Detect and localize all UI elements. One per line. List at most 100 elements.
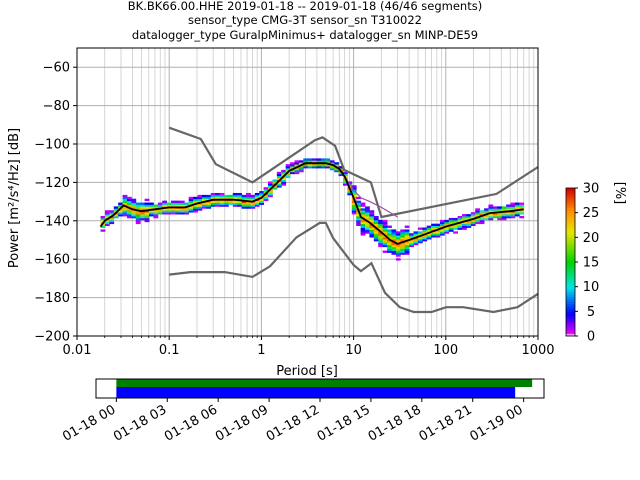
density-cell [144, 217, 150, 221]
density-cell [351, 206, 357, 209]
density-cell [378, 221, 384, 225]
density-cell [387, 244, 392, 248]
density-cell [431, 235, 436, 238]
density-cell [144, 216, 150, 219]
colorbar-segment [566, 301, 575, 305]
density-cell [307, 160, 313, 163]
density-cell [131, 198, 137, 202]
density-cell [417, 239, 423, 242]
density-cell [210, 204, 216, 207]
density-cell [365, 221, 370, 225]
density-cell [193, 196, 198, 200]
density-cell [360, 221, 366, 225]
density-cell [470, 221, 476, 225]
density-cell [228, 202, 234, 205]
density-cell [219, 194, 225, 198]
density-cell [241, 206, 247, 209]
density-cell [263, 187, 269, 190]
density-cell [453, 221, 458, 225]
density-cell [497, 214, 503, 217]
colorbar-segment [566, 276, 575, 280]
density-cell [391, 248, 397, 251]
colorbar-segment [566, 210, 575, 213]
density-cell [157, 210, 163, 213]
density-cell [294, 171, 300, 175]
density-cell [334, 162, 339, 165]
density-cell [435, 235, 441, 238]
density-cell [263, 196, 269, 200]
density-cell [417, 233, 423, 236]
density-cell [409, 242, 414, 246]
density-cell [118, 210, 123, 213]
density-cell [334, 164, 339, 167]
density-cell [378, 242, 384, 246]
density-cell [413, 240, 419, 244]
density-cell [285, 168, 291, 171]
density-cell [157, 202, 163, 205]
colorbar-segment [566, 259, 575, 263]
density-cell [382, 223, 388, 226]
density-cell [201, 198, 207, 202]
density-cell [122, 196, 128, 200]
colorbar-segment [566, 321, 575, 324]
density-cell [259, 191, 265, 194]
time-tick-label: 01-18 00 [60, 402, 118, 444]
density-cell [113, 214, 119, 217]
density-cell [514, 202, 520, 205]
density-cell [175, 212, 181, 215]
x-tick-label: 0.1 [159, 343, 180, 358]
density-cell [285, 173, 291, 177]
density-cell [135, 216, 141, 219]
density-cell [391, 252, 397, 255]
density-cell [356, 202, 362, 205]
density-cell [171, 202, 176, 205]
mode-curve-line [99, 162, 524, 245]
density-cell [228, 200, 234, 203]
density-cell [404, 250, 410, 253]
y-tick-label: −180 [34, 291, 70, 306]
colorbar-segment [566, 195, 575, 199]
density-cell [351, 194, 357, 198]
density-cell [409, 244, 414, 248]
density-cell [488, 217, 494, 221]
colorbar-segment [566, 200, 575, 204]
psd-coverage-bar [116, 387, 516, 398]
density-cell [215, 200, 220, 203]
density-cell [215, 192, 220, 196]
density-cell [351, 185, 357, 188]
density-cell [466, 223, 472, 226]
density-cell [492, 208, 498, 211]
density-cell [360, 214, 366, 217]
density-cell [197, 194, 203, 198]
colorbar-segment [566, 234, 575, 238]
density-cell [197, 204, 203, 207]
density-cell [206, 206, 212, 209]
density-cell [149, 202, 154, 205]
data-coverage-bar [116, 379, 533, 387]
density-cell [484, 208, 489, 211]
density-cell [373, 223, 379, 226]
density-cell [193, 210, 198, 213]
density-cell [365, 231, 370, 234]
density-cell [320, 158, 326, 161]
density-cell [453, 219, 458, 223]
density-cell [506, 212, 511, 215]
density-cell [184, 212, 190, 215]
density-cell [215, 204, 220, 207]
density-cell [404, 240, 410, 244]
colorbar-segment [566, 247, 575, 250]
density-cell [439, 229, 445, 232]
density-cell [382, 239, 388, 242]
density-cell [268, 181, 273, 184]
density-cell [409, 233, 414, 236]
density-cell [162, 210, 168, 213]
density-cell [387, 246, 392, 250]
density-cell [118, 212, 123, 215]
density-cell [347, 191, 353, 194]
density-cell [369, 212, 375, 215]
time-tick-label: 01-18 15 [315, 402, 373, 444]
density-cell [241, 200, 247, 203]
density-cell [303, 160, 309, 163]
density-cell [144, 214, 150, 217]
density-cell [135, 217, 141, 221]
